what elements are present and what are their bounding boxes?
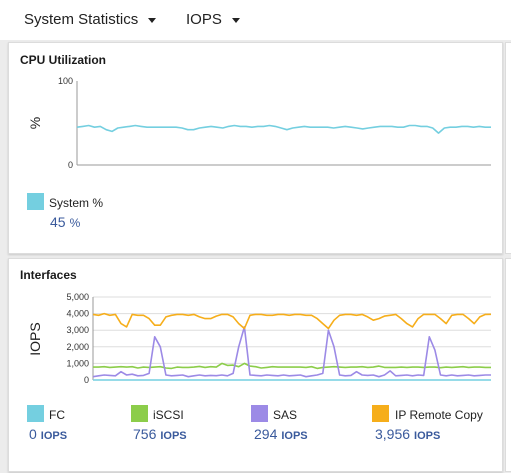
legend-swatch: [251, 405, 268, 422]
y-tick-label: 100: [58, 76, 73, 86]
legend-value-unit: IOPS: [40, 430, 68, 442]
legend-value-unit: %: [69, 216, 81, 230]
interfaces-chart: 0 1,000 2,000 3,000 4,000 5,000: [66, 292, 492, 385]
legend-value: 45%: [50, 214, 80, 232]
toolbar: System Statistics IOPS: [0, 0, 511, 40]
legend-label: IP Remote Copy: [395, 408, 483, 422]
system-statistics-dropdown-label: System Statistics: [24, 11, 139, 28]
y-tick-label: 4,000: [66, 309, 89, 319]
adjacent-panel-edge: [505, 42, 511, 254]
adjacent-panel-edge: [505, 258, 511, 472]
legend-label: System %: [49, 196, 104, 210]
y-tick-label: 5,000: [66, 292, 89, 302]
y-tick-label: 0: [84, 375, 89, 385]
y-tick-label: 1,000: [66, 358, 89, 368]
series-line-iscsi: [93, 362, 491, 370]
legend-value: 756 IOPS: [133, 426, 187, 444]
legend-swatch: [27, 193, 44, 210]
cpu-utilization-chart: 0 100: [58, 76, 491, 170]
legend-value-number: 3,956: [375, 426, 411, 442]
cpu-utilization-panel: CPU Utilization % 0 100 System % 45%: [8, 42, 503, 254]
legend-value: 294 IOPS: [254, 426, 308, 444]
metric-dropdown-label: IOPS: [186, 11, 222, 28]
legend-swatch: [372, 405, 389, 422]
metric-dropdown[interactable]: IOPS: [186, 11, 240, 28]
legend-value-number: 45: [50, 214, 66, 230]
y-tick-label: 2,000: [66, 342, 89, 352]
legend-value: 0 IOPS: [29, 426, 67, 444]
legend-swatch: [27, 405, 44, 422]
legend-value-unit: IOPS: [414, 430, 441, 442]
y-tick-label: 0: [68, 160, 73, 170]
legend-value: 3,956 IOPS: [375, 426, 440, 444]
panel-title: Interfaces: [20, 268, 77, 282]
interfaces-panel: Interfaces IOPS 0 1,000 2,000 3,000 4,000 5,0…: [8, 258, 503, 472]
series-line-system: [76, 124, 491, 134]
legend-swatch: [131, 405, 148, 422]
series-line-ip-remote-copy: [92, 312, 492, 330]
legend-value-number: 294: [254, 426, 278, 442]
panel-title: CPU Utilization: [20, 53, 106, 67]
legend-label: iSCSI: [153, 408, 184, 422]
legend-value-number: 0: [29, 426, 37, 442]
legend-label: FC: [49, 408, 65, 422]
legend-value-unit: IOPS: [281, 430, 308, 442]
y-tick-label: 3,000: [66, 325, 89, 335]
chevron-down-icon: [148, 18, 157, 23]
legend-label: SAS: [273, 408, 298, 422]
system-statistics-dropdown[interactable]: System Statistics: [24, 11, 157, 28]
chevron-down-icon: [231, 18, 240, 23]
legend-value-number: 756: [133, 426, 157, 442]
series-line-sas: [92, 326, 491, 378]
legend-value-unit: IOPS: [160, 430, 187, 442]
